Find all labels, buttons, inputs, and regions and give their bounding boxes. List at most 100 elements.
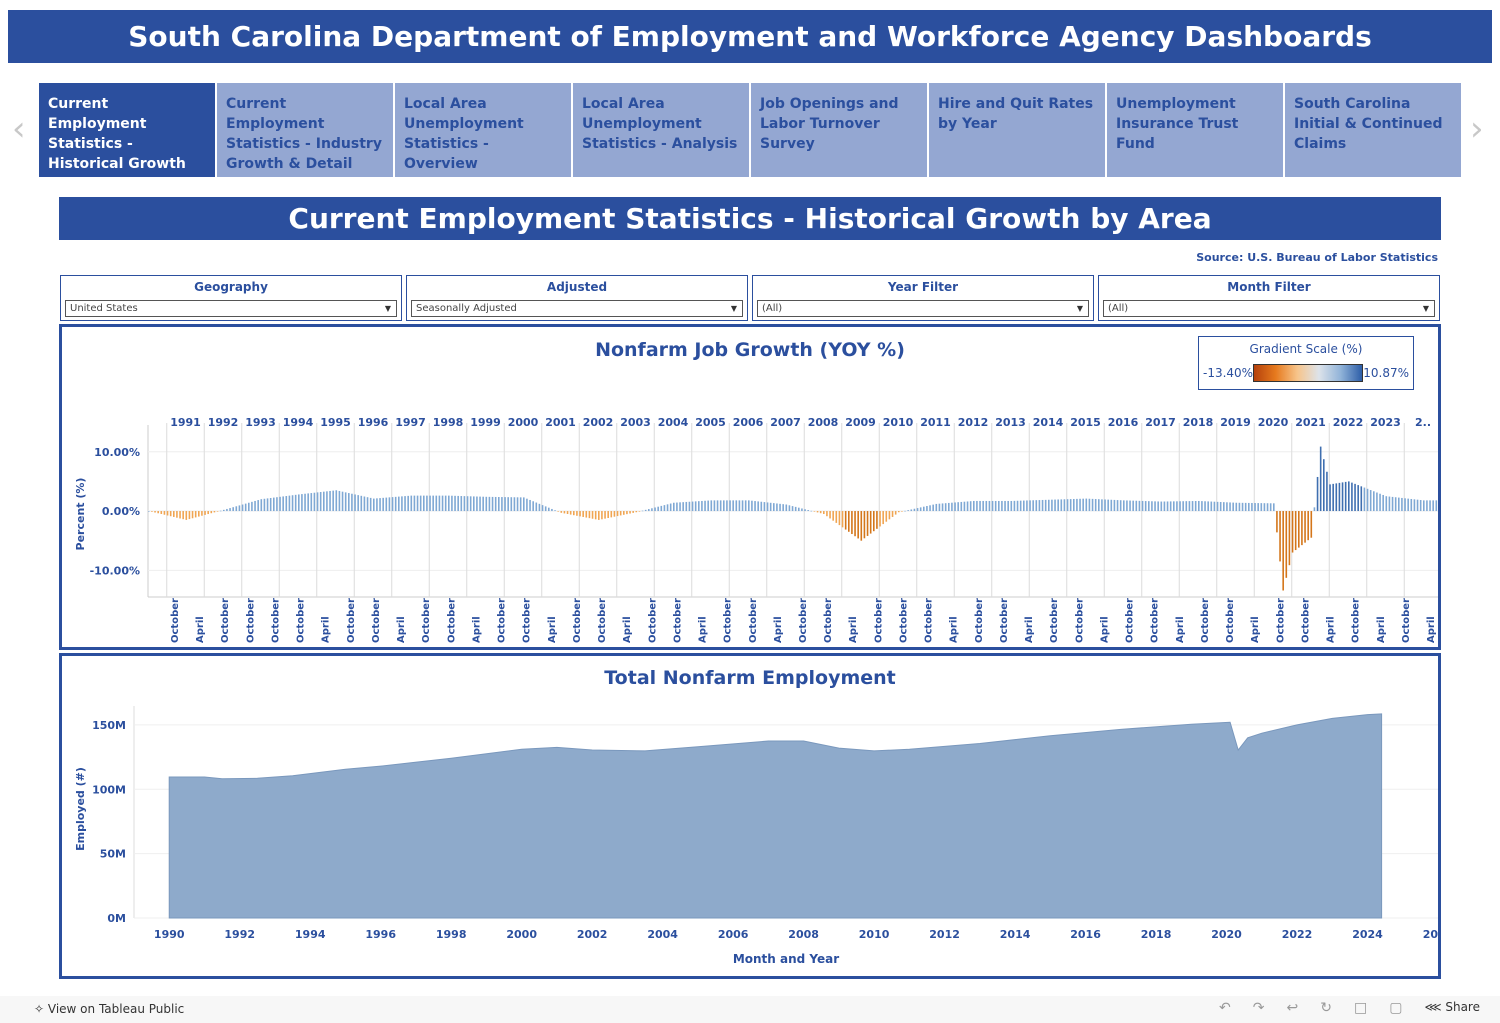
growth-bar	[826, 511, 828, 517]
growth-bar	[1229, 502, 1231, 512]
tab-laus-overview[interactable]: Local Area Unemployment Statistics - Ove…	[395, 83, 571, 177]
growth-bar	[648, 509, 650, 512]
share-label: Share	[1445, 1000, 1480, 1014]
growth-bar	[923, 506, 925, 512]
year-header-label: 2001	[545, 416, 576, 429]
month-tick-label: October	[220, 598, 231, 643]
growth-bar	[1104, 499, 1106, 512]
tab-laus-analysis[interactable]: Local Area Unemployment Statistics - Ana…	[573, 83, 749, 177]
growth-bar	[1388, 496, 1391, 512]
growth-bar	[363, 496, 366, 512]
year-header-label: 2008	[808, 416, 839, 429]
geography-select[interactable]: United States ▼	[65, 300, 397, 317]
month-tick-label: April	[698, 616, 709, 643]
tab-jolts[interactable]: Job Openings and Labor Turnover Survey	[751, 83, 927, 177]
growth-bar	[1098, 499, 1100, 512]
growth-bar	[798, 507, 800, 512]
growth-bar	[626, 511, 628, 515]
x-tick-label: 2000	[506, 928, 537, 941]
growth-bar	[1079, 498, 1081, 512]
growth-bar	[460, 496, 463, 512]
growth-bar	[473, 496, 475, 512]
month-tick-label: April	[195, 616, 206, 643]
growth-bar	[341, 491, 344, 512]
year-select[interactable]: (All) ▼	[757, 300, 1089, 317]
growth-bar	[388, 497, 391, 512]
employment-chart[interactable]: 150M 100M 50M 0M Employed (#) 1990 1992 1994 199…	[62, 656, 1438, 976]
growth-bar	[257, 500, 259, 512]
tab-ui-trust-fund[interactable]: Unemployment Insurance Trust Fund	[1107, 83, 1283, 177]
growth-bar	[963, 501, 966, 512]
growth-bar	[1132, 500, 1134, 512]
growth-bar	[869, 511, 872, 534]
month-tick-label: April	[1099, 616, 1110, 643]
fullscreen-icon[interactable]: ▢	[1389, 1000, 1403, 1016]
job-growth-chart[interactable]: 10.00% 0.00% -10.00%Percent (%) 1991 1992 199…	[62, 327, 1438, 647]
filter-label: Adjusted	[546, 280, 608, 294]
growth-bar	[513, 497, 516, 512]
growth-bar	[979, 500, 981, 512]
growth-bar	[151, 511, 153, 512]
growth-bar	[891, 511, 894, 517]
month-tick-label: October	[170, 598, 181, 643]
growth-bar	[873, 511, 875, 532]
growth-bar	[801, 508, 803, 512]
tab-ces-industry-growth[interactable]: Current Employment Statistics - Industry…	[217, 83, 393, 177]
month-tick-label: October	[723, 598, 734, 643]
undo-icon[interactable]: ↶	[1219, 1000, 1231, 1016]
growth-bar	[548, 507, 550, 512]
chevron-right-icon[interactable]: ›	[1470, 109, 1484, 149]
growth-bar	[1269, 503, 1272, 512]
growth-bar	[213, 511, 216, 513]
y-tick-label: 100M	[92, 783, 126, 796]
redo-icon[interactable]: ↷	[1252, 1000, 1265, 1016]
tab-hire-quit-rates[interactable]: Hire and Quit Rates by Year	[929, 83, 1105, 177]
growth-bar	[416, 495, 419, 512]
growth-bar	[1279, 511, 1281, 562]
month-tick-label: October	[1125, 598, 1136, 643]
tab-ces-historical-growth[interactable]: Current Employment Statistics - Historic…	[39, 83, 215, 192]
growth-bar	[1094, 499, 1097, 512]
growth-bar	[1369, 490, 1372, 512]
growth-bar	[554, 510, 556, 512]
x-tick-label: 2010	[859, 928, 890, 941]
growth-bar	[1266, 503, 1269, 512]
month-select[interactable]: (All) ▼	[1103, 300, 1435, 317]
tab-sc-claims[interactable]: South Carolina Initial & Continued Claim…	[1285, 83, 1461, 177]
month-tick-label: April	[1326, 616, 1337, 643]
chevron-left-icon[interactable]: ‹	[12, 109, 26, 149]
revert-icon[interactable]: ↩	[1286, 1000, 1299, 1016]
growth-bar	[204, 511, 206, 515]
growth-bar	[601, 511, 603, 520]
growth-bar	[1066, 499, 1069, 512]
month-tick-label: April	[547, 616, 558, 643]
growth-bar	[182, 511, 184, 520]
growth-bar	[676, 502, 678, 512]
month-tick-label: October	[924, 598, 935, 643]
growth-bar	[973, 500, 975, 512]
growth-bar	[435, 495, 438, 512]
growth-bar	[1432, 500, 1434, 512]
growth-bar	[663, 505, 666, 512]
year-header-label: 1993	[245, 416, 276, 429]
comment-icon[interactable]: □	[1353, 1000, 1368, 1016]
growth-bar	[541, 505, 544, 512]
employment-title: Total Nonfarm Employment	[604, 667, 896, 689]
growth-bar	[582, 511, 584, 517]
x-tick-label: 2020	[1211, 928, 1242, 941]
growth-bar	[1379, 493, 1381, 512]
growth-bar	[1319, 446, 1322, 512]
view-on-tableau-link[interactable]: ✧ View on Tableau Public	[34, 1002, 184, 1016]
growth-bar	[1360, 486, 1363, 512]
share-button[interactable]: ⋘ Share	[1424, 1000, 1480, 1016]
refresh-icon[interactable]: ↻	[1320, 1000, 1332, 1016]
y-tick-label: 150M	[92, 719, 126, 732]
x-tick-label: 1992	[224, 928, 255, 941]
growth-bar	[969, 501, 972, 512]
growth-bar	[841, 511, 844, 528]
growth-bar	[391, 497, 394, 512]
caret-down-icon: ▼	[1076, 304, 1083, 313]
adjusted-select[interactable]: Seasonally Adjusted ▼	[411, 300, 743, 317]
growth-bar	[304, 493, 306, 512]
y-tick-label: 0M	[107, 912, 126, 925]
